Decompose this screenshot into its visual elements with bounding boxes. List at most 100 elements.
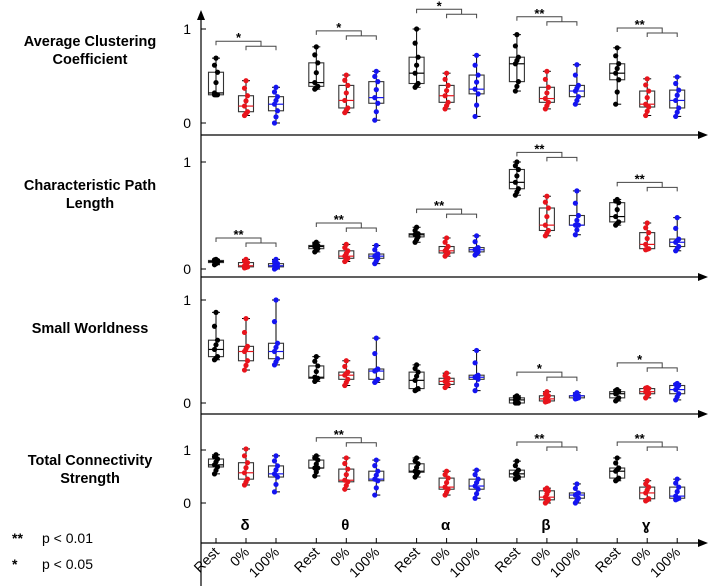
data-point	[673, 80, 679, 87]
data-point	[345, 376, 351, 382]
y-tick-label: 0	[183, 115, 191, 131]
data-point	[244, 460, 251, 466]
y-tick-label: 1	[183, 442, 191, 458]
data-point	[412, 70, 418, 76]
y-tick-label: 0	[183, 395, 191, 411]
data-point	[676, 243, 682, 250]
data-point	[544, 193, 550, 199]
data-point	[313, 70, 319, 76]
data-point	[345, 466, 351, 472]
data-point	[574, 481, 580, 487]
data-point	[574, 217, 580, 223]
data-point	[444, 87, 450, 94]
data-point	[643, 101, 649, 107]
data-point	[313, 354, 319, 360]
data-point	[414, 373, 420, 379]
data-point	[213, 256, 219, 262]
data-point	[515, 186, 522, 192]
data-point	[616, 475, 622, 481]
data-point	[372, 73, 378, 80]
data-point	[345, 105, 351, 111]
significance-bracket-inner	[345, 442, 377, 447]
data-point	[575, 490, 582, 496]
data-point	[273, 344, 279, 350]
x-tick-label: Rest	[592, 544, 624, 576]
data-point	[475, 245, 481, 251]
group-label: α	[441, 517, 451, 534]
data-point	[273, 481, 279, 488]
data-point	[373, 68, 379, 74]
data-point	[673, 97, 679, 104]
significance-marker: *	[537, 361, 543, 376]
data-point	[475, 72, 481, 78]
data-point	[243, 446, 249, 452]
data-point	[472, 360, 478, 366]
data-point	[243, 98, 249, 104]
data-point	[213, 309, 219, 315]
data-point	[472, 495, 478, 501]
data-point	[474, 491, 480, 497]
data-point	[512, 88, 519, 94]
data-point	[545, 84, 552, 90]
data-point	[414, 362, 420, 368]
data-point	[616, 395, 622, 401]
legend-item-p001: ** p < 0.01	[12, 530, 93, 546]
data-point	[515, 79, 522, 85]
data-point	[445, 475, 451, 481]
data-point	[241, 85, 248, 91]
data-point	[244, 93, 251, 99]
data-point	[512, 43, 519, 49]
data-point	[273, 114, 279, 120]
data-point	[614, 196, 620, 203]
group-label: δ	[240, 517, 249, 534]
data-point	[515, 54, 522, 60]
data-point	[613, 101, 619, 107]
data-point	[375, 251, 381, 257]
data-point	[614, 45, 620, 51]
data-point	[343, 90, 349, 96]
data-point	[342, 363, 348, 370]
x-axis-arrow	[698, 131, 708, 139]
data-point	[575, 94, 582, 100]
data-point	[312, 465, 318, 471]
data-point	[674, 380, 680, 387]
data-point	[674, 109, 680, 115]
data-point	[373, 87, 379, 93]
data-point	[213, 55, 219, 61]
data-point	[415, 369, 421, 375]
data-point	[372, 247, 378, 253]
data-point	[515, 467, 522, 473]
data-point	[514, 159, 520, 165]
data-point	[273, 467, 279, 473]
x-tick-label: Rest	[491, 544, 523, 576]
significance-bracket-outer	[516, 16, 563, 22]
data-point	[676, 105, 682, 111]
significance-marker: **	[534, 431, 545, 446]
data-point	[313, 239, 319, 245]
significance-bracket-outer	[516, 151, 563, 158]
significance-bracket-inner	[345, 35, 377, 40]
data-point	[514, 32, 520, 38]
data-point	[472, 62, 478, 68]
significance-bracket-outer	[315, 222, 362, 228]
legend-label: p < 0.01	[42, 530, 93, 546]
data-point	[644, 95, 650, 101]
x-tick-label: Rest	[291, 544, 323, 576]
data-point	[271, 120, 278, 126]
data-point	[445, 82, 451, 88]
data-point	[572, 232, 579, 238]
data-point	[343, 472, 349, 478]
significance-bracket-outer	[416, 8, 463, 15]
significance-bracket-outer	[616, 181, 663, 188]
data-point	[676, 484, 682, 490]
data-point	[315, 83, 321, 89]
significance-bracket-inner	[345, 227, 377, 232]
data-point	[475, 91, 481, 97]
significance-bracket-inner	[646, 186, 678, 192]
data-point	[273, 453, 279, 459]
data-point	[475, 372, 481, 378]
y-tick-label: 1	[183, 154, 191, 170]
data-point	[244, 476, 251, 482]
data-point	[373, 485, 379, 491]
data-point	[415, 54, 421, 60]
